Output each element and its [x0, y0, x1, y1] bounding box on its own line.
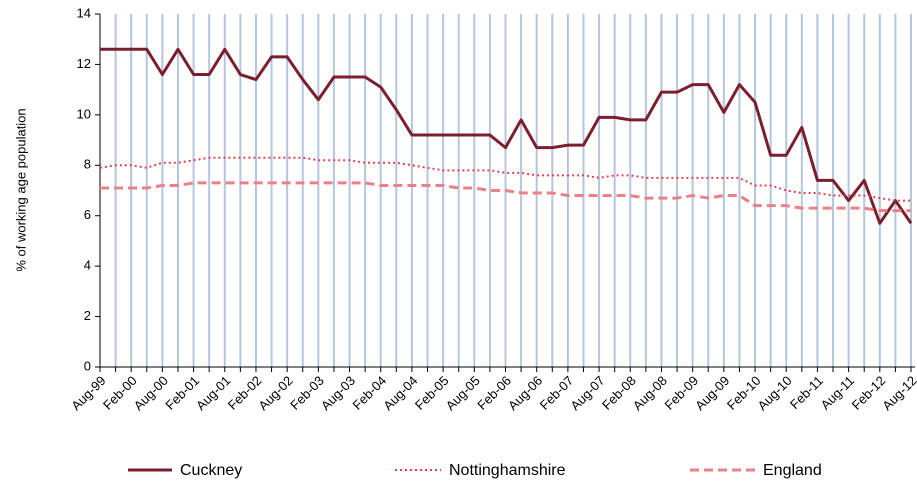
x-tick-label: Aug-12 [879, 373, 917, 413]
x-tick-label: Aug-11 [818, 373, 858, 413]
series-line [100, 47, 913, 225]
x-tick-label: Aug-01 [193, 373, 233, 413]
x-tick-label: Aug-07 [567, 373, 607, 413]
y-tick-label: 0 [84, 358, 91, 373]
y-tick-label: 4 [84, 258, 91, 273]
x-tick-label: Aug-04 [380, 373, 420, 413]
series-line [99, 156, 911, 202]
y-tick-label: 10 [77, 106, 91, 121]
x-tick-label: Aug-05 [443, 373, 483, 413]
x-tick-label: Aug-00 [131, 373, 171, 413]
x-tick-label: Aug-09 [692, 373, 732, 413]
series-line [100, 181, 911, 213]
y-tick-label: 14 [77, 5, 91, 20]
y-tick-label: 12 [77, 56, 91, 71]
legend: Cuckney Nottinghamshire England [128, 462, 822, 479]
x-tick-label: Aug-99 [68, 373, 108, 413]
legend-label: England [763, 462, 822, 479]
x-tick-label: Aug-02 [255, 373, 295, 413]
y-tick-label: 2 [84, 308, 91, 323]
x-tick-label: Aug-03 [318, 373, 358, 413]
legend-label: Nottinghamshire [449, 462, 566, 479]
x-tick-label: Aug-10 [755, 373, 795, 413]
y-tick-label: 6 [84, 207, 91, 222]
x-tick-label: Aug-08 [630, 373, 670, 413]
y-axis-label: % of working age population [13, 108, 28, 271]
x-tick-label: Aug-06 [505, 373, 545, 413]
y-tick-label: 8 [84, 157, 91, 172]
x-tick-label: Feb-11 [787, 373, 826, 412]
legend-label: Cuckney [180, 462, 242, 479]
